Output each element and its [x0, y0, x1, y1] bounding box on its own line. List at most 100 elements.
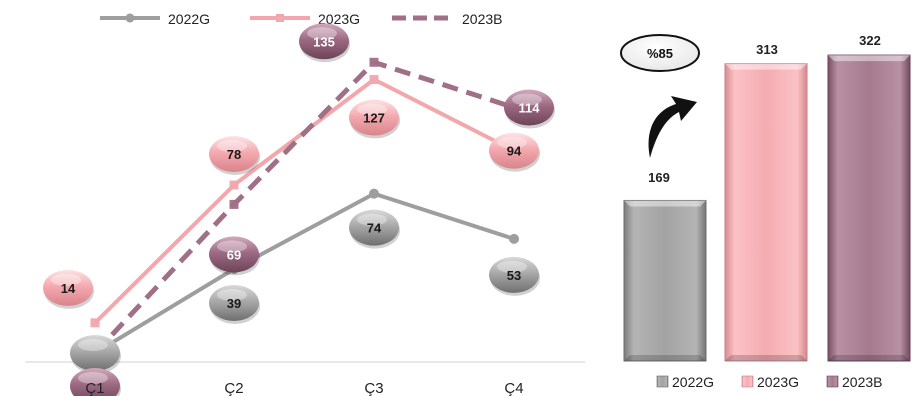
data-label-highlight	[497, 136, 527, 149]
data-label-text: 53	[507, 268, 521, 283]
point-marker-2023g-1	[90, 318, 100, 328]
bar-legend-item-2023g: 2023G	[741, 374, 799, 390]
data-label-2022g-2: 39	[209, 285, 260, 325]
series-line-2023b	[93, 59, 515, 355]
bar-bevel-2023g	[725, 63, 807, 70]
data-label-bubble	[299, 23, 349, 60]
bar-value-labels: 169 313 322	[648, 33, 881, 185]
bar-legend-item-2023b: 2023B	[826, 374, 882, 390]
data-label-bubble	[504, 89, 554, 126]
data-label-2023g-4: 94	[489, 132, 540, 172]
bar-body-2022g	[623, 199, 707, 362]
data-label-2023b-3: 135	[299, 23, 350, 63]
legend-item-2022g: 2022G	[100, 11, 210, 27]
bar-2022g	[623, 199, 707, 362]
series-line-2022g	[93, 191, 515, 355]
point-marker-2023b-3	[369, 57, 379, 67]
data-label-text: 135	[313, 34, 335, 49]
growth-callout-text: %85	[647, 46, 673, 61]
data-label-text: 14	[61, 281, 76, 296]
legend-item-2023b: 2023B	[392, 11, 502, 27]
bar-2023b	[827, 54, 911, 362]
data-label-bubble	[209, 285, 259, 322]
data-label-text: 78	[227, 147, 241, 162]
point-marker-2023g-2	[229, 180, 239, 190]
data-label-highlight	[217, 289, 247, 302]
data-label-bubble	[209, 136, 259, 173]
data-label-bubble	[70, 368, 120, 396]
bar-legend-label-2022g: 2022G	[672, 374, 714, 390]
bar-bevel-bottom-2023b	[828, 355, 910, 361]
bar-legend: 2022G 2023G 2023B	[656, 374, 882, 390]
data-label-highlight	[307, 27, 337, 40]
data-label-bubble	[349, 209, 399, 246]
bar-2023g	[724, 63, 808, 362]
bar-legend-swatch-2023b	[826, 375, 839, 388]
legend-label-2023g: 2023G	[318, 11, 360, 27]
data-label-highlight	[217, 240, 247, 253]
bar-legend-item-2022g: 2022G	[656, 374, 714, 390]
growth-arrow-icon	[648, 96, 697, 158]
bar-value-2022g: 169	[648, 170, 670, 185]
data-label-highlight	[357, 213, 387, 226]
category-label-q4: Ç4	[504, 380, 523, 396]
bar-value-2023b: 322	[859, 33, 881, 48]
category-label-q2: Ç2	[224, 380, 243, 396]
data-label-bubble	[70, 335, 120, 371]
category-label-q1: Ç1	[85, 380, 104, 396]
data-label-highlight	[51, 273, 81, 286]
bar-legend-swatch-2023g	[741, 375, 754, 388]
series-line-2023g	[93, 77, 515, 325]
data-label-2023g-3: 127	[349, 99, 400, 139]
bar-body-2023g	[724, 63, 808, 362]
data-label-highlight	[217, 140, 247, 153]
data-label-2023b-4: 114	[504, 89, 555, 129]
line-chart-categories: Ç1 Ç2 Ç3 Ç4	[85, 380, 523, 396]
data-label-2023g-2: 78	[209, 136, 260, 176]
bar-body-2023b	[827, 54, 911, 362]
point-marker-2022g-3	[369, 188, 379, 199]
bar-bevel-2022g	[624, 200, 706, 207]
data-label-bubble	[349, 99, 399, 136]
data-label-2022g-3: 74	[349, 209, 400, 249]
data-label-text: 94	[507, 144, 522, 159]
data-label-2022g-4: 53	[489, 256, 540, 296]
growth-callout: %85	[620, 34, 700, 72]
legend-label-2022g: 2022G	[168, 11, 210, 27]
bar-bevel-bottom-2023g	[725, 355, 807, 361]
data-label-2023b-1	[70, 368, 121, 396]
data-label-bubble	[489, 256, 539, 293]
data-label-text: 74	[367, 221, 382, 236]
data-label-text: 127	[363, 111, 385, 126]
bar-chart	[623, 54, 911, 362]
data-label-bubble	[209, 236, 259, 273]
line-legend: 2022G 2023G 2023B	[100, 11, 502, 27]
line-data-labels: 39 74 53 14 78 127 94 69 135 114	[43, 23, 555, 396]
point-marker-2023g-3	[369, 75, 379, 85]
legend-item-2023g: 2023G	[250, 11, 360, 27]
data-label-highlight	[78, 339, 108, 351]
point-marker-2023b-2	[229, 199, 239, 209]
bar-legend-label-2023g: 2023G	[757, 374, 799, 390]
data-label-highlight	[497, 260, 527, 273]
bar-value-2023g: 313	[756, 42, 778, 57]
data-label-highlight	[78, 372, 108, 384]
point-marker-2022g-4	[509, 233, 519, 244]
legend-marker-2023g	[276, 14, 284, 22]
category-label-q3: Ç3	[364, 380, 383, 396]
bar-bevel-bottom-2022g	[624, 355, 706, 361]
data-label-highlight	[357, 103, 387, 116]
growth-callout-bubble	[620, 34, 700, 72]
legend-label-2023b: 2023B	[462, 11, 502, 27]
legend-marker-2022g	[125, 13, 135, 23]
data-label-bubble	[489, 132, 539, 169]
data-label-2023g-1: 14	[43, 269, 94, 309]
data-label-bubble	[43, 269, 93, 306]
bar-bevel-2023b	[828, 55, 910, 62]
data-label-2023b-2: 69	[209, 236, 260, 276]
data-label-text: 114	[519, 101, 541, 116]
bar-legend-label-2023b: 2023B	[842, 374, 882, 390]
data-label-2022g-1	[70, 335, 121, 374]
data-label-text: 69	[227, 247, 241, 262]
line-series-layer	[90, 57, 519, 358]
